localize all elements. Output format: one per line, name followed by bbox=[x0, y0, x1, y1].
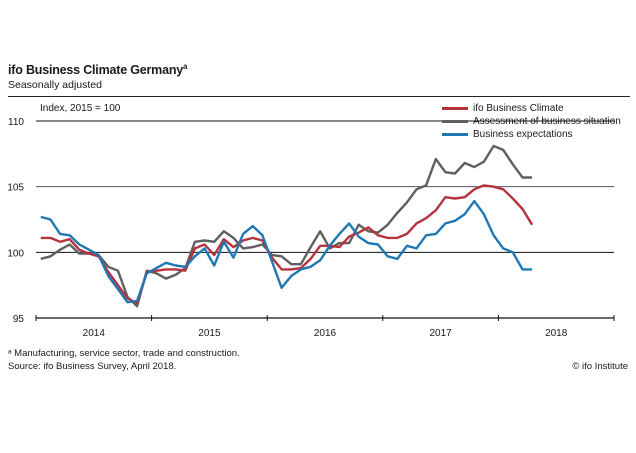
series-line-ifo-business-climate bbox=[40, 184, 534, 305]
copyright: © ifo Institute bbox=[572, 361, 628, 372]
y-tick-label: 95 bbox=[13, 314, 25, 325]
series-line-assessment-of-business-situation bbox=[40, 144, 533, 308]
y-axis-unit-label: Index, 2015 = 100 bbox=[40, 103, 121, 114]
title-footnote-mark: a bbox=[183, 62, 188, 71]
chart-title: ifo Business Climate Germanya bbox=[8, 62, 187, 77]
legend-label: Assessment of business situation bbox=[473, 116, 621, 127]
legend-item-business-situation: Assessment of business situation bbox=[442, 115, 621, 128]
source-note: Source: ifo Business Survey, April 2018. bbox=[8, 361, 177, 372]
y-tick-label: 110 bbox=[8, 117, 24, 128]
y-tick-label: 100 bbox=[7, 248, 24, 259]
chart-title-text: ifo Business Climate Germany bbox=[8, 63, 184, 77]
x-tick-label: 2016 bbox=[314, 328, 337, 339]
legend-label: ifo Business Climate bbox=[473, 103, 564, 114]
series-line-business-expectations bbox=[40, 199, 533, 304]
legend-swatch-gray bbox=[442, 120, 468, 123]
y-tick-label: 105 bbox=[7, 183, 24, 194]
footnote: ᵃ Manufacturing, service sector, trade a… bbox=[8, 348, 240, 359]
legend-swatch-red bbox=[442, 107, 468, 110]
legend-label: Business expectations bbox=[473, 129, 573, 140]
legend-item-business-expectations: Business expectations bbox=[442, 128, 621, 141]
x-axis: 2014 2015 2016 2017 2018 bbox=[35, 315, 615, 339]
chart-subtitle: Seasonally adjusted bbox=[8, 79, 102, 91]
x-tick-label: 2017 bbox=[429, 328, 452, 339]
x-tick-label: 2018 bbox=[545, 328, 568, 339]
series-lines bbox=[40, 144, 534, 308]
x-tick-label: 2014 bbox=[83, 328, 106, 339]
legend: ifo Business Climate Assessment of busin… bbox=[442, 102, 621, 141]
x-tick-label: 2015 bbox=[198, 328, 221, 339]
top-divider bbox=[8, 96, 630, 97]
legend-swatch-blue bbox=[442, 133, 468, 136]
y-axis-ticks: 95 100 105 110 bbox=[7, 117, 24, 325]
legend-item-business-climate: ifo Business Climate bbox=[442, 102, 621, 115]
